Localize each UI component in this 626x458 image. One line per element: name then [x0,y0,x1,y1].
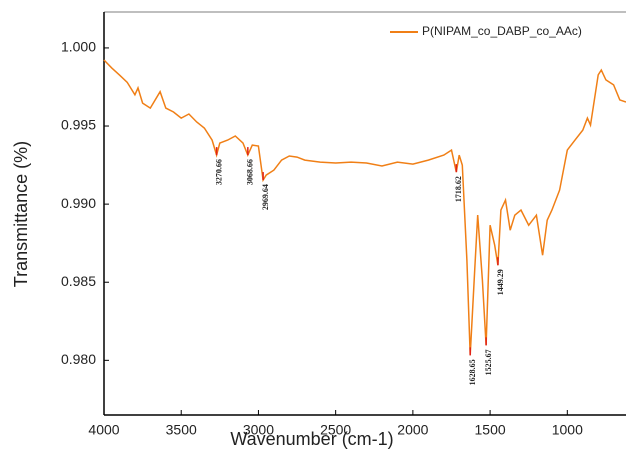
x-tick-label: 3500 [166,422,197,438]
peak-label: 1525.67 [484,349,493,375]
peak-label: 2969.64 [261,184,270,210]
peak-label: 1628.65 [468,359,477,385]
y-tick-label: 0.985 [61,273,96,289]
peak-label: 1449.29 [496,269,505,295]
x-tick-label: 3000 [243,422,274,438]
y-tick-label: 0.995 [61,117,96,133]
legend-label: P(NIPAM_co_DABP_co_AAc) [422,24,582,38]
y-axis-label: Transmittance (%) [11,141,31,287]
peak-label: 3068.66 [246,159,255,185]
x-tick-label: 1000 [552,422,583,438]
x-tick-label: 2000 [397,422,428,438]
peak-label: 3270.66 [214,159,223,185]
peak-label: 1718.62 [454,176,463,202]
x-tick-label: 2500 [320,422,351,438]
data-line [103,59,626,356]
x-tick-label: 4000 [88,422,119,438]
x-axis-label: Wavenumber (cm-1) [230,429,393,449]
y-tick-label: 1.000 [61,39,96,55]
x-tick-label: 1500 [475,422,506,438]
y-tick-label: 0.990 [61,195,96,211]
y-tick-label: 0.980 [61,351,96,367]
